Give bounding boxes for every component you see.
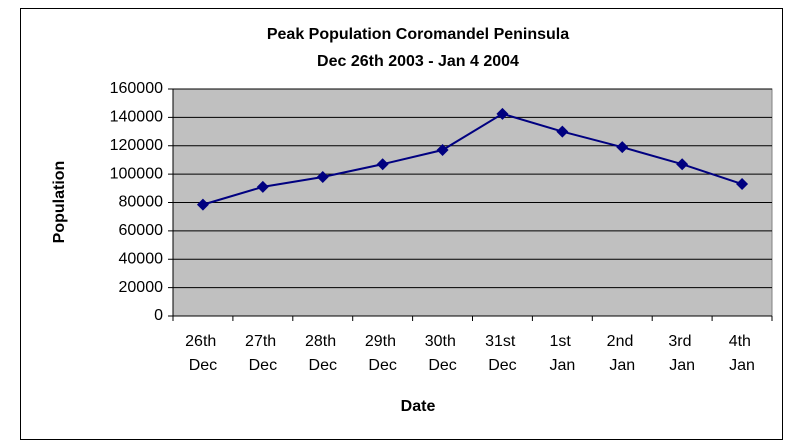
y-axis-label: Population (51, 161, 68, 244)
x-axis-label: Date (401, 398, 436, 415)
x-tick-label: 1st Jan (549, 333, 575, 374)
x-tick-label: 3rd Jan (668, 333, 696, 374)
data-point (376, 158, 389, 171)
data-point (496, 107, 509, 120)
y-tick-label: 80000 (119, 194, 164, 211)
data-point (556, 125, 569, 138)
x-tick-label: 31st Dec (485, 333, 520, 374)
x-tick-label: 2nd Jan (607, 333, 638, 374)
x-tick-label: 27th Dec (245, 333, 281, 374)
data-point (316, 170, 329, 183)
data-point (736, 178, 749, 191)
x-tick-label: 30th Dec (425, 333, 461, 374)
chart-title: Peak Population Coromandel Peninsula (267, 26, 569, 43)
y-tick-label: 0 (154, 307, 163, 324)
data-point (256, 180, 269, 193)
x-tick-label: 29th Dec (365, 333, 401, 374)
y-tick-label: 20000 (119, 279, 164, 296)
y-tick-label: 160000 (110, 80, 163, 97)
data-point (436, 144, 449, 157)
x-tick-label: 4th Jan (729, 333, 756, 374)
y-tick-label: 120000 (110, 137, 163, 154)
chart-subtitle: Dec 26th 2003 - Jan 4 2004 (317, 53, 519, 70)
data-point (616, 141, 629, 154)
series-line (202, 112, 743, 206)
y-tick-label: 140000 (110, 109, 163, 126)
x-tick-label: 28th Dec (305, 333, 341, 374)
y-tick-label: 40000 (119, 250, 164, 267)
data-point (196, 198, 209, 211)
data-point (676, 158, 689, 171)
y-tick-label: 60000 (119, 222, 164, 239)
x-tick-label: 26th Dec (185, 333, 221, 374)
y-tick-label: 100000 (110, 165, 163, 182)
